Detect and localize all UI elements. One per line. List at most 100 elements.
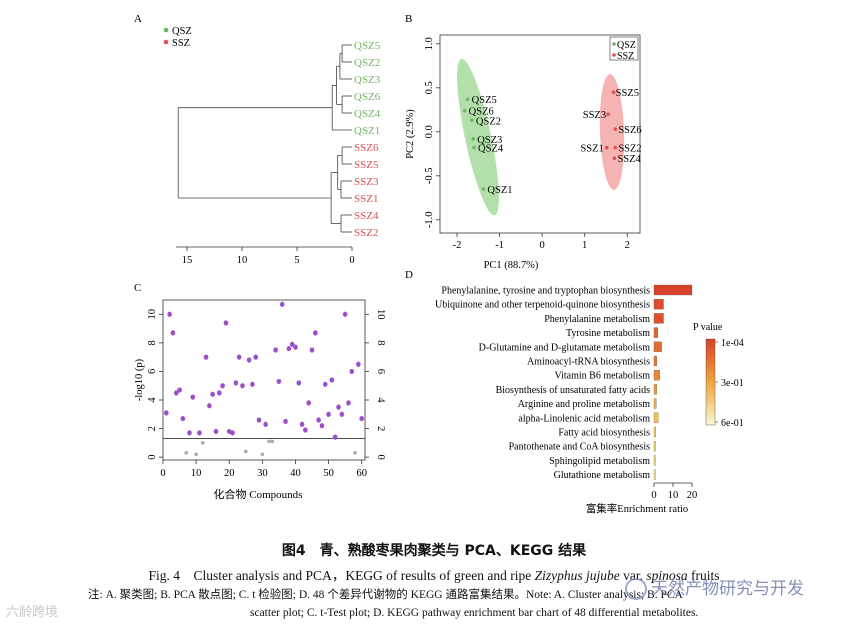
significant-compound-point (316, 417, 321, 423)
significant-compound-point (306, 400, 312, 406)
significant-compound-point (356, 361, 361, 367)
pca-point-label-ssz1: SSZ1 (580, 144, 603, 155)
pca-point-label-qsz4: QSZ4 (478, 144, 504, 155)
pca-point-ssz4 (612, 156, 617, 160)
significant-compound-point (279, 301, 285, 307)
significant-compound-point (250, 381, 255, 387)
pca-point-qsz5 (465, 97, 470, 102)
y-tick-label: 1.0 (424, 37, 435, 50)
significant-compound-point (286, 345, 292, 352)
axis-tick-label: 0 (349, 255, 354, 266)
enrichment-bar (653, 441, 656, 452)
nonsignificant-compound-point (267, 439, 271, 444)
enrichment-bar (653, 455, 656, 466)
enrichment-bar (653, 370, 660, 381)
significant-compound-point (230, 430, 235, 436)
y-tick-label-right: 4 (375, 397, 386, 403)
panel-d-label: D (405, 269, 413, 281)
nonsignificant-compound-point (200, 441, 205, 445)
enrichment-bar (653, 355, 657, 367)
figure-title-cn: 图4 青、熟酸枣果肉聚类与 PCA、KEGG 结果 (281, 543, 587, 559)
pathway-label: Aminoacyl-tRNA biosynthesis (527, 357, 650, 368)
y-tick-label-right: 8 (375, 340, 386, 345)
significant-compound-point (207, 403, 212, 409)
ttest-points (164, 301, 364, 457)
pca-point-ssz5 (611, 90, 616, 94)
enrichment-bar (653, 341, 662, 352)
legend-label-ssz: SSZ (172, 38, 190, 49)
enrichment-bar (653, 469, 656, 480)
significant-compound-point (293, 344, 298, 350)
significant-compound-point (213, 428, 219, 435)
pca-point-ssz3 (606, 112, 610, 116)
significant-compound-point (299, 421, 305, 427)
significant-compound-point (296, 380, 302, 386)
pca-point-qsz6 (462, 108, 467, 113)
pca-legend-label-ssz: SSZ (617, 51, 634, 62)
significant-compound-point (236, 354, 242, 360)
nonsignificant-compound-point (184, 451, 188, 455)
pca-point-ssz1 (605, 145, 609, 150)
pca-point-label-qsz1: QSZ1 (487, 185, 512, 196)
pvalue-colorbar (705, 338, 716, 426)
axis-tick-label: 10 (237, 255, 248, 266)
panel-c-label: C (134, 282, 141, 294)
y-tick-label-right: 2 (375, 426, 386, 431)
significant-compound-point (303, 427, 308, 433)
significant-compound-point (220, 383, 225, 389)
kegg-x-axis-label: 富集率Enrichment ratio (586, 502, 688, 515)
pathway-label: Phenylalanine, tyrosine and tryptophan b… (441, 286, 650, 297)
pca-legend-label-qsz: QSZ (617, 40, 636, 51)
x-tick-label: 1 (582, 240, 587, 251)
enrichment-bar (653, 284, 693, 296)
panel-d-kegg: D Phenylalanine, tyrosine and tryptophan… (405, 269, 744, 515)
panel-a-axis-ticks: 15 10 5 0 (182, 247, 355, 266)
significant-compound-point (170, 330, 176, 336)
ttest-y-axis-label: -log10 (p) (134, 358, 145, 401)
pca-point-label-qsz5: QSZ5 (472, 95, 497, 106)
enrichment-bar (653, 398, 657, 409)
x-tick-label: 20 (224, 468, 235, 479)
significant-compound-point (283, 418, 288, 425)
pathway-label: Pantothenate and CoA biosynthesis (509, 442, 650, 453)
significant-compound-point (223, 320, 229, 326)
x-tick-label: 20 (687, 490, 698, 501)
dendrogram-leaf-qsz6: QSZ6 (354, 91, 381, 103)
pathway-label: D-Glutamine and D-glutamate metabolism (479, 342, 651, 353)
y-tick-label-left: 2 (147, 426, 158, 431)
legend-tick-label: 1e-04 (721, 338, 744, 349)
significant-compound-point (256, 417, 262, 423)
pathway-label: Sphingolipid metabolism (549, 456, 650, 467)
significant-compound-point (187, 430, 192, 436)
pca-plot-frame (439, 34, 641, 234)
panel-b-pca: B QSZ5QSZ6QSZ2QSZ3QSZ4QSZ1SSZ5SSZ3SSZ6SS… (405, 13, 642, 271)
x-tick-label: 0 (651, 490, 656, 501)
significant-compound-point (164, 410, 169, 416)
significant-compound-point (319, 423, 325, 429)
pca-y-axis-label: PC2 (2.9%) (405, 109, 416, 159)
axis-tick-label: 5 (294, 255, 299, 266)
x-tick-label: 2 (625, 240, 630, 251)
dendrogram-leaf-ssz4: SSZ4 (354, 210, 379, 222)
pca-point-label-qsz2: QSZ2 (476, 116, 501, 127)
y-tick-label-left: 8 (147, 340, 158, 345)
pathway-label: Vitamin B6 metabolism (554, 371, 650, 382)
significant-compound-point (173, 390, 179, 396)
figure-title-en-species: Zizyphus jujube (534, 568, 620, 583)
x-tick-label: 40 (290, 468, 301, 479)
significant-compound-point (326, 411, 331, 417)
x-tick-label: 60 (356, 468, 367, 479)
x-tick-label: 50 (323, 468, 334, 479)
pvalue-legend-title: P value (693, 322, 723, 333)
figure-note-line-2: scatter plot; C. t-Test plot; D. KEGG pa… (250, 607, 699, 619)
nonsignificant-compound-point (243, 449, 248, 454)
significant-compound-point (180, 415, 186, 422)
pathway-label: Phenylalanine metabolism (544, 314, 650, 325)
y-tick-label-right: 6 (375, 369, 386, 374)
y-tick-label-left: 0 (147, 455, 158, 460)
enrichment-bar (653, 313, 664, 324)
x-tick-label: -2 (453, 240, 462, 251)
